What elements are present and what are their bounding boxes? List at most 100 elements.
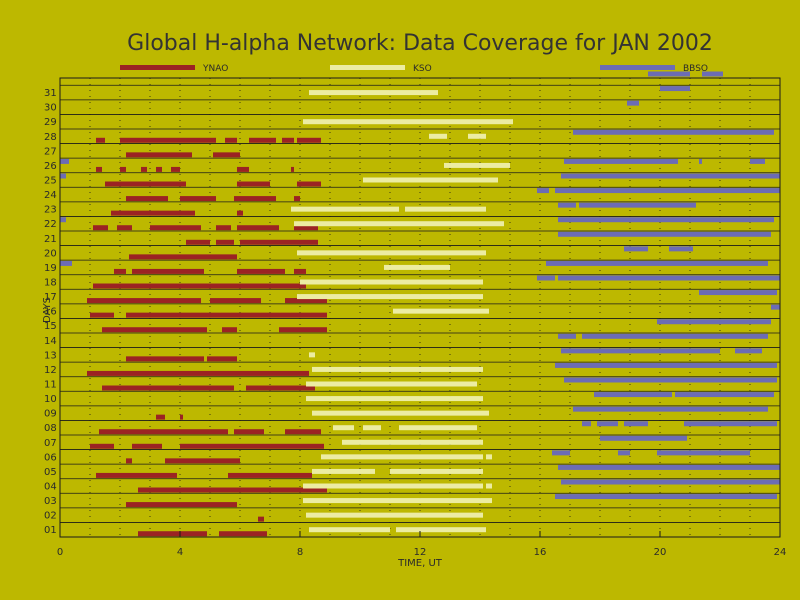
coverage-bar-ynao (126, 152, 192, 158)
coverage-bar-ynao (234, 196, 276, 202)
y-tick-label: 16 (44, 307, 57, 318)
coverage-bar-ynao (117, 225, 132, 231)
y-tick-label: 11 (44, 380, 57, 391)
legend-label-kso: KSO (413, 64, 432, 74)
y-tick-label: 03 (44, 496, 57, 507)
y-tick-label: 18 (44, 278, 57, 289)
coverage-bar-kso (399, 425, 477, 431)
chart-title: Global H-alpha Network: Data Coverage fo… (127, 31, 713, 56)
plot-grid (60, 78, 780, 537)
coverage-bar-kso (321, 454, 483, 460)
coverage-bar-ynao (102, 327, 207, 333)
coverage-bar-ynao (87, 298, 201, 304)
coverage-bar-kso (486, 483, 492, 489)
y-tick-label: 26 (44, 161, 57, 172)
coverage-bar-ynao (228, 472, 312, 478)
x-tick-label: 4 (177, 547, 183, 558)
coverage-bar-ynao (180, 414, 183, 420)
coverage-bar-ynao (297, 181, 321, 187)
coverage-bar-ynao (126, 356, 204, 362)
coverage-bar-ynao (246, 385, 315, 391)
legend-swatch-bbso (600, 65, 675, 70)
coverage-bar-bbso (660, 86, 690, 92)
coverage-bar-bbso (675, 392, 774, 398)
coverage-bar-kso (306, 396, 483, 402)
coverage-bar-kso (384, 264, 450, 270)
coverage-bar-bbso (624, 246, 648, 252)
coverage-bar-ynao (120, 166, 126, 172)
coverage-bar-bbso (627, 100, 639, 106)
coverage-bar-kso (390, 468, 483, 474)
coverage-bar-kso (297, 294, 483, 300)
coverage-bar-bbso (60, 260, 72, 266)
y-tick-label: 29 (44, 117, 57, 128)
coverage-bar-ynao (213, 152, 240, 158)
coverage-bar-kso (303, 498, 483, 504)
y-tick-label: 05 (44, 467, 57, 478)
y-axis-title: DAYS (42, 297, 53, 323)
coverage-bar-bbso (669, 246, 693, 252)
coverage-bar-kso (486, 454, 492, 460)
y-tick-label: 27 (44, 146, 57, 157)
coverage-bar-ynao (102, 385, 234, 391)
coverage-bar-ynao (129, 254, 237, 260)
x-tick-label: 12 (414, 547, 427, 558)
coverage-bar-ynao (237, 181, 270, 187)
coverage-bar-bbso (702, 71, 723, 77)
coverage-bar-bbso (564, 158, 678, 164)
coverage-bar-ynao (138, 487, 327, 493)
coverage-bars (60, 71, 780, 537)
coverage-bar-ynao (96, 472, 177, 478)
x-axis-ticks: 0 4 8 12 16 20 24 (57, 531, 786, 558)
coverage-bar-ynao (165, 458, 240, 464)
coverage-bar-kso (312, 410, 489, 416)
y-tick-label: 10 (44, 394, 57, 405)
y-tick-label: 20 (44, 248, 57, 259)
y-tick-label: 19 (44, 263, 57, 274)
coverage-bar-bbso (60, 158, 69, 164)
y-tick-label: 13 (44, 350, 57, 361)
coverage-bar-ynao (120, 137, 216, 143)
coverage-bar-bbso (699, 158, 702, 164)
coverage-bar-bbso (558, 202, 576, 208)
coverage-bar-bbso (579, 202, 696, 208)
coverage-bar-bbso (537, 275, 555, 281)
coverage-bar-bbso (600, 435, 687, 441)
coverage-bar-ynao (210, 298, 261, 304)
coverage-bar-ynao (291, 166, 294, 172)
coverage-bar-ynao (126, 502, 237, 508)
y-tick-label: 09 (44, 409, 57, 420)
x-tick-label: 0 (57, 547, 63, 558)
legend-label-ynao: YNAO (202, 64, 228, 74)
coverage-bar-bbso (555, 362, 777, 368)
coverage-bar-ynao (114, 268, 126, 274)
coverage-bar-ynao (258, 516, 264, 522)
coverage-bar-bbso (648, 71, 690, 77)
coverage-bar-bbso (771, 304, 780, 310)
coverage-bar-bbso (573, 406, 768, 412)
coverage-bar-bbso (750, 158, 765, 164)
y-tick-label: 14 (44, 336, 57, 347)
coverage-bar-ynao (294, 225, 318, 231)
y-tick-label: 22 (44, 219, 57, 230)
coverage-bar-bbso (555, 494, 777, 500)
coverage-bar-ynao (132, 268, 204, 274)
y-tick-label: 02 (44, 511, 57, 522)
coverage-bar-bbso (537, 188, 549, 194)
coverage-bar-ynao (156, 166, 162, 172)
coverage-bar-ynao (237, 166, 249, 172)
coverage-bar-kso (312, 366, 483, 372)
coverage-bar-kso (309, 352, 315, 358)
coverage-bar-bbso (60, 173, 66, 179)
coverage-bar-ynao (222, 327, 237, 333)
coverage-bar-bbso (624, 421, 648, 427)
x-tick-label: 20 (654, 547, 667, 558)
coverage-bar-ynao (207, 356, 237, 362)
coverage-bar-ynao (99, 429, 228, 435)
legend: YNAO KSO BBSO (120, 64, 708, 74)
coverage-bar-ynao (132, 443, 162, 449)
coverage-bar-ynao (105, 181, 186, 187)
coverage-bar-ynao (237, 210, 243, 216)
y-tick-label: 24 (44, 190, 57, 201)
